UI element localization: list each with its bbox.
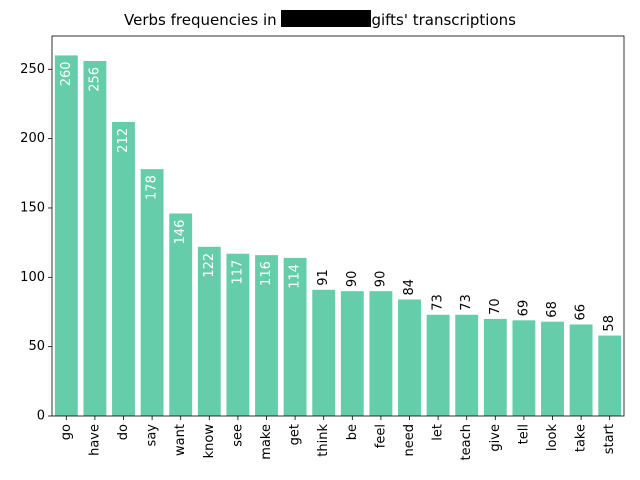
- bar-tell: [512, 320, 536, 416]
- value-label-do: 212: [116, 128, 131, 153]
- bar-see: [226, 253, 250, 416]
- x-tick-label-give: give: [488, 424, 503, 452]
- x-tick-label-see: see: [230, 424, 245, 447]
- bar-say: [140, 169, 164, 416]
- plot-frame: [51, 35, 625, 417]
- bar-need: [398, 299, 421, 416]
- value-label-get: 114: [288, 264, 303, 289]
- value-label-want: 146: [173, 220, 188, 245]
- y-tick-label-100: 100: [20, 270, 45, 285]
- bar-think: [312, 289, 336, 416]
- value-label-see: 117: [230, 260, 245, 285]
- bar-give: [483, 318, 507, 416]
- x-tick-label-know: know: [202, 424, 217, 459]
- value-label-know: 122: [202, 253, 217, 278]
- y-tick-label-0: 0: [37, 409, 45, 424]
- value-label-think: 91: [316, 269, 331, 286]
- x-tick-label-be: be: [345, 424, 360, 440]
- x-tick-label-go: go: [59, 424, 74, 440]
- x-tick-label-feel: feel: [373, 424, 388, 448]
- redaction-bar: [281, 10, 372, 27]
- x-tick-label-teach: teach: [459, 424, 474, 460]
- bar-teach: [455, 314, 479, 416]
- bar-look: [541, 321, 564, 416]
- bar-feel: [369, 291, 393, 416]
- value-label-start: 58: [602, 315, 617, 332]
- x-tick-label-make: make: [259, 424, 274, 460]
- value-label-need: 84: [402, 279, 417, 296]
- x-tick-label-need: need: [402, 424, 417, 457]
- x-tick-label-get: get: [288, 424, 303, 445]
- value-label-take: 66: [574, 304, 589, 321]
- value-label-say: 178: [145, 175, 160, 200]
- value-label-have: 256: [87, 67, 102, 92]
- y-tick-label-200: 200: [20, 131, 45, 146]
- chart-title: Verbs frequencies in gifts' transcriptio…: [0, 10, 640, 29]
- axes-layer: go have do say want know see make get think be feel…: [20, 35, 625, 460]
- x-tick-label-look: look: [545, 424, 560, 452]
- value-label-tell: 69: [516, 300, 531, 317]
- x-tick-label-want: want: [173, 424, 188, 456]
- x-tick-label-say: say: [145, 424, 160, 447]
- value-label-let: 73: [431, 294, 446, 311]
- x-tick-label-do: do: [116, 424, 131, 440]
- value-label-teach: 73: [459, 294, 474, 311]
- value-labels-layer: 260 256 212 178 146 122 117 116 114 91 90 90 84 73 73 7…: [59, 61, 617, 331]
- bar-do: [112, 121, 135, 416]
- x-tick-label-start: start: [602, 424, 617, 454]
- value-label-look: 68: [545, 301, 560, 318]
- bar-be: [340, 291, 364, 416]
- chart-title-prefix: Verbs frequencies in: [124, 11, 282, 29]
- bar-let: [426, 314, 450, 416]
- value-label-go: 260: [59, 61, 74, 86]
- value-label-make: 116: [259, 261, 274, 286]
- value-label-give: 70: [488, 298, 503, 315]
- bars-layer: [54, 55, 622, 417]
- y-tick-label-150: 150: [20, 200, 45, 215]
- bar-go: [54, 55, 78, 417]
- bar-have: [83, 60, 107, 417]
- x-tick-label-take: take: [574, 424, 589, 452]
- y-tick-label-250: 250: [20, 62, 45, 77]
- bar-want: [169, 213, 193, 416]
- bar-get: [283, 257, 307, 416]
- bar-start: [598, 335, 622, 416]
- bar-know: [197, 246, 221, 416]
- x-tick-label-have: have: [87, 424, 102, 456]
- bar-take: [569, 324, 593, 416]
- value-label-feel: 90: [373, 271, 388, 288]
- value-label-be: 90: [345, 271, 360, 288]
- x-tick-label-think: think: [316, 424, 331, 457]
- chart-title-suffix: gifts' transcriptions: [371, 11, 516, 29]
- x-tick-label-let: let: [431, 424, 446, 441]
- x-tick-label-tell: tell: [516, 424, 531, 444]
- bar-make: [255, 255, 278, 416]
- y-tick-label-50: 50: [28, 339, 45, 354]
